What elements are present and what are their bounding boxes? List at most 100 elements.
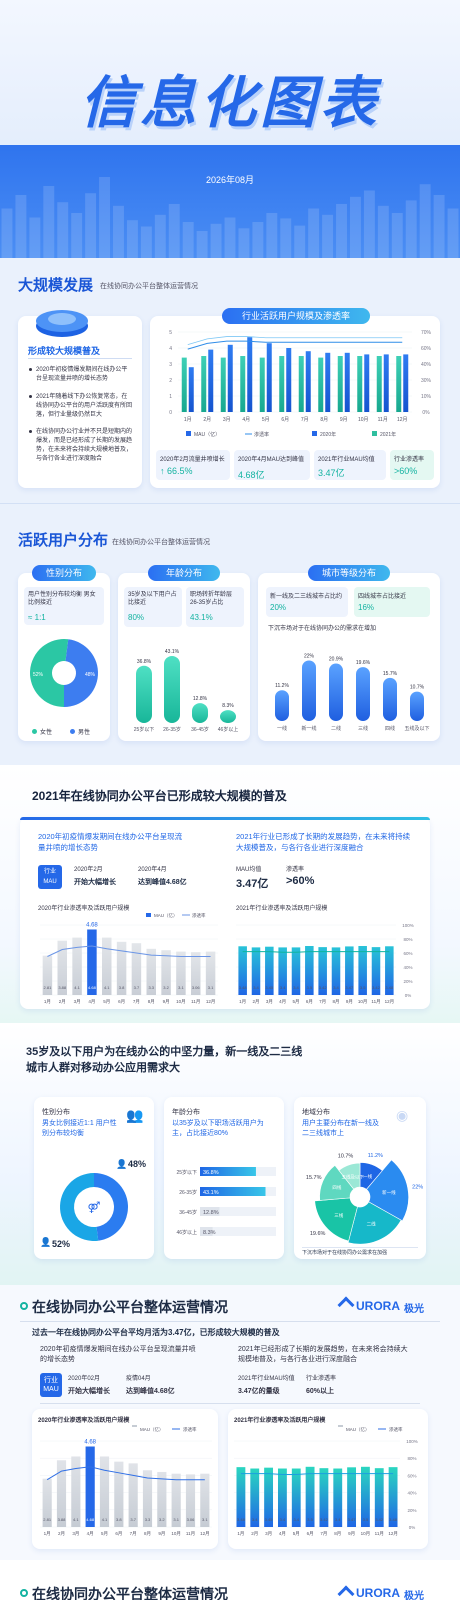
data-label: 43.1% bbox=[165, 649, 180, 655]
data-label: 4.1 bbox=[102, 1517, 108, 1522]
decor-bar bbox=[210, 223, 222, 258]
bullet-3: 在线协同办公行业并不只是短期内的爆发，而是已经形成了长期的发展趋势，在未来将会持… bbox=[36, 429, 133, 462]
x-tick: 12月 bbox=[200, 1531, 210, 1537]
x-tick: 8月 bbox=[148, 999, 155, 1005]
x-tick: 8月 bbox=[320, 417, 328, 423]
x-tick: 7月 bbox=[319, 999, 326, 1005]
x-tick: 一线 bbox=[277, 725, 287, 732]
section-title: 2021年在线协同办公平台已形成较大规模的普及 bbox=[32, 789, 287, 803]
x-tick: 4月 bbox=[279, 999, 286, 1005]
bar bbox=[87, 929, 97, 995]
y-tick: 36-45岁 bbox=[179, 1209, 197, 1216]
city-box-2: 四线城市占比接近 16% bbox=[354, 587, 430, 617]
data-label: 3.5 bbox=[307, 1517, 313, 1522]
bar bbox=[358, 946, 367, 995]
hero-decor-bars bbox=[1, 177, 459, 258]
bar bbox=[305, 1466, 315, 1527]
x-tick: 11月 bbox=[191, 999, 200, 1005]
slice-label: 五线及以下 bbox=[342, 1173, 365, 1180]
city-chart: 11.2% 一线 22% 新一线 20.9% 二线 19.6% 三线 15.7% 四线 10.7% 五… bbox=[275, 654, 430, 732]
bar bbox=[277, 1468, 287, 1527]
mau-badge-2: 行业 MAU bbox=[40, 1373, 62, 1397]
s5-stat4-label: 行业渗透率 bbox=[306, 1376, 337, 1382]
divider bbox=[302, 1247, 418, 1248]
data-label: 3.2 bbox=[159, 1517, 165, 1522]
x-tick: 11月 bbox=[371, 999, 380, 1005]
bar-2020 bbox=[403, 354, 409, 412]
decor-bar bbox=[154, 214, 166, 258]
data-label: 2.81 bbox=[43, 1517, 52, 1522]
age-bar bbox=[220, 710, 236, 723]
peak-label: 4.68 bbox=[86, 922, 98, 928]
y2-tick: 100% bbox=[406, 1439, 418, 1444]
legend-label: 2021年 bbox=[380, 431, 396, 438]
bar bbox=[236, 1467, 246, 1527]
gender-symbol-icon: ⚤ bbox=[88, 1201, 101, 1214]
x-tick: 3月 bbox=[72, 1531, 79, 1537]
x-tick: 9月 bbox=[340, 417, 348, 423]
slice-label: 52% bbox=[33, 672, 44, 678]
decor-bar bbox=[85, 193, 97, 258]
bar-2021 bbox=[181, 357, 187, 412]
bar-track bbox=[200, 1207, 276, 1216]
s5-stat1-value: 开始大幅增长 bbox=[68, 1388, 110, 1395]
x-tick: 10月 bbox=[171, 1531, 181, 1537]
y2-tick: 70% bbox=[421, 330, 432, 336]
data-label: 3.1 bbox=[178, 985, 184, 990]
bar bbox=[128, 1463, 138, 1527]
x-tick: 46岁以上 bbox=[218, 726, 239, 733]
city-note: 下沉市场对于在线协同办公的需求在增加 bbox=[268, 626, 377, 632]
data-label: 8.3% bbox=[203, 1230, 216, 1236]
age-hbar-chart: 36.8% 25岁以下 43.1% 26-35岁 12.8% 36-45岁 8.3% 46岁以… bbox=[176, 1167, 276, 1236]
data-label: 8.3% bbox=[222, 703, 234, 709]
bar bbox=[131, 943, 142, 995]
male-pct: 48% bbox=[128, 1159, 147, 1169]
data-label: 3.4 bbox=[335, 1517, 341, 1522]
x-tick: 10月 bbox=[176, 999, 186, 1005]
hero-band bbox=[0, 145, 460, 258]
data-label: 3.4 bbox=[333, 985, 339, 990]
bar bbox=[142, 1470, 153, 1527]
bar-2021 bbox=[298, 356, 304, 412]
s3-right-head: 2021年行业已形成了长期的发展趋势，在未来将持续大规模普及，与各行各业进行深度… bbox=[236, 832, 411, 852]
bar bbox=[171, 1473, 181, 1527]
s3-right-chart-title: 2021年行业渗透率及活跃用户规模 bbox=[236, 906, 328, 912]
data-label: 3.8 bbox=[119, 985, 125, 990]
data-label: 3.4 bbox=[293, 1517, 299, 1522]
s5-stat3-label: 2021年行业MAU均值 bbox=[238, 1376, 295, 1382]
age-head: 年龄分布 bbox=[172, 1109, 200, 1116]
data-label: 3.47 bbox=[348, 1517, 357, 1522]
accent-bar bbox=[20, 817, 430, 820]
s3-stat3-label: MAU均值 bbox=[236, 867, 262, 873]
decor-bar bbox=[349, 196, 361, 258]
bar bbox=[264, 1467, 274, 1527]
bar-track bbox=[200, 1227, 276, 1236]
data-label: 3.3 bbox=[148, 985, 154, 990]
x-tick: 7月 bbox=[130, 1531, 137, 1537]
bar bbox=[56, 1460, 67, 1527]
data-label: 2.81 bbox=[44, 985, 53, 990]
legend-label: MAU（亿） bbox=[140, 1426, 164, 1433]
section-scale: 大规模发展 在线协同办公平台整体运营情况 形成较大规模普及 2020年初疫情爆发… bbox=[0, 258, 460, 503]
s5-stat1-label: 2020年02月 bbox=[68, 1376, 101, 1382]
slice-label: 新一线 bbox=[382, 1189, 396, 1196]
data-label: 3.5 bbox=[360, 985, 366, 990]
y2-tick: 100% bbox=[402, 923, 414, 928]
gender-donut-2: ⚤ bbox=[60, 1173, 129, 1241]
bar bbox=[305, 946, 314, 995]
region-rose-chart: 11.2%一线22%新一线20.9%二线19.6%三线15.7%四线10.7%五… bbox=[306, 1153, 423, 1245]
x-tick: 10月 bbox=[358, 999, 368, 1005]
y-tick: 3 bbox=[169, 362, 172, 368]
x-tick: 5月 bbox=[262, 417, 270, 423]
bar bbox=[385, 946, 394, 995]
legend-swatch bbox=[146, 913, 151, 917]
decor-bar bbox=[322, 214, 334, 258]
bar-2021 bbox=[220, 357, 226, 412]
x-tick: 2月 bbox=[203, 417, 211, 423]
rose-slice bbox=[338, 1162, 361, 1190]
data-label: 10.7% bbox=[410, 685, 425, 691]
y2-tick: 80% bbox=[407, 1456, 416, 1461]
legend-label: 渗透率 bbox=[192, 912, 206, 919]
bar bbox=[345, 946, 354, 995]
age-chart: 36.8% 25岁以下 43.1% 26-35岁 12.8% 36-45岁 8.3% 46岁以… bbox=[134, 649, 239, 733]
